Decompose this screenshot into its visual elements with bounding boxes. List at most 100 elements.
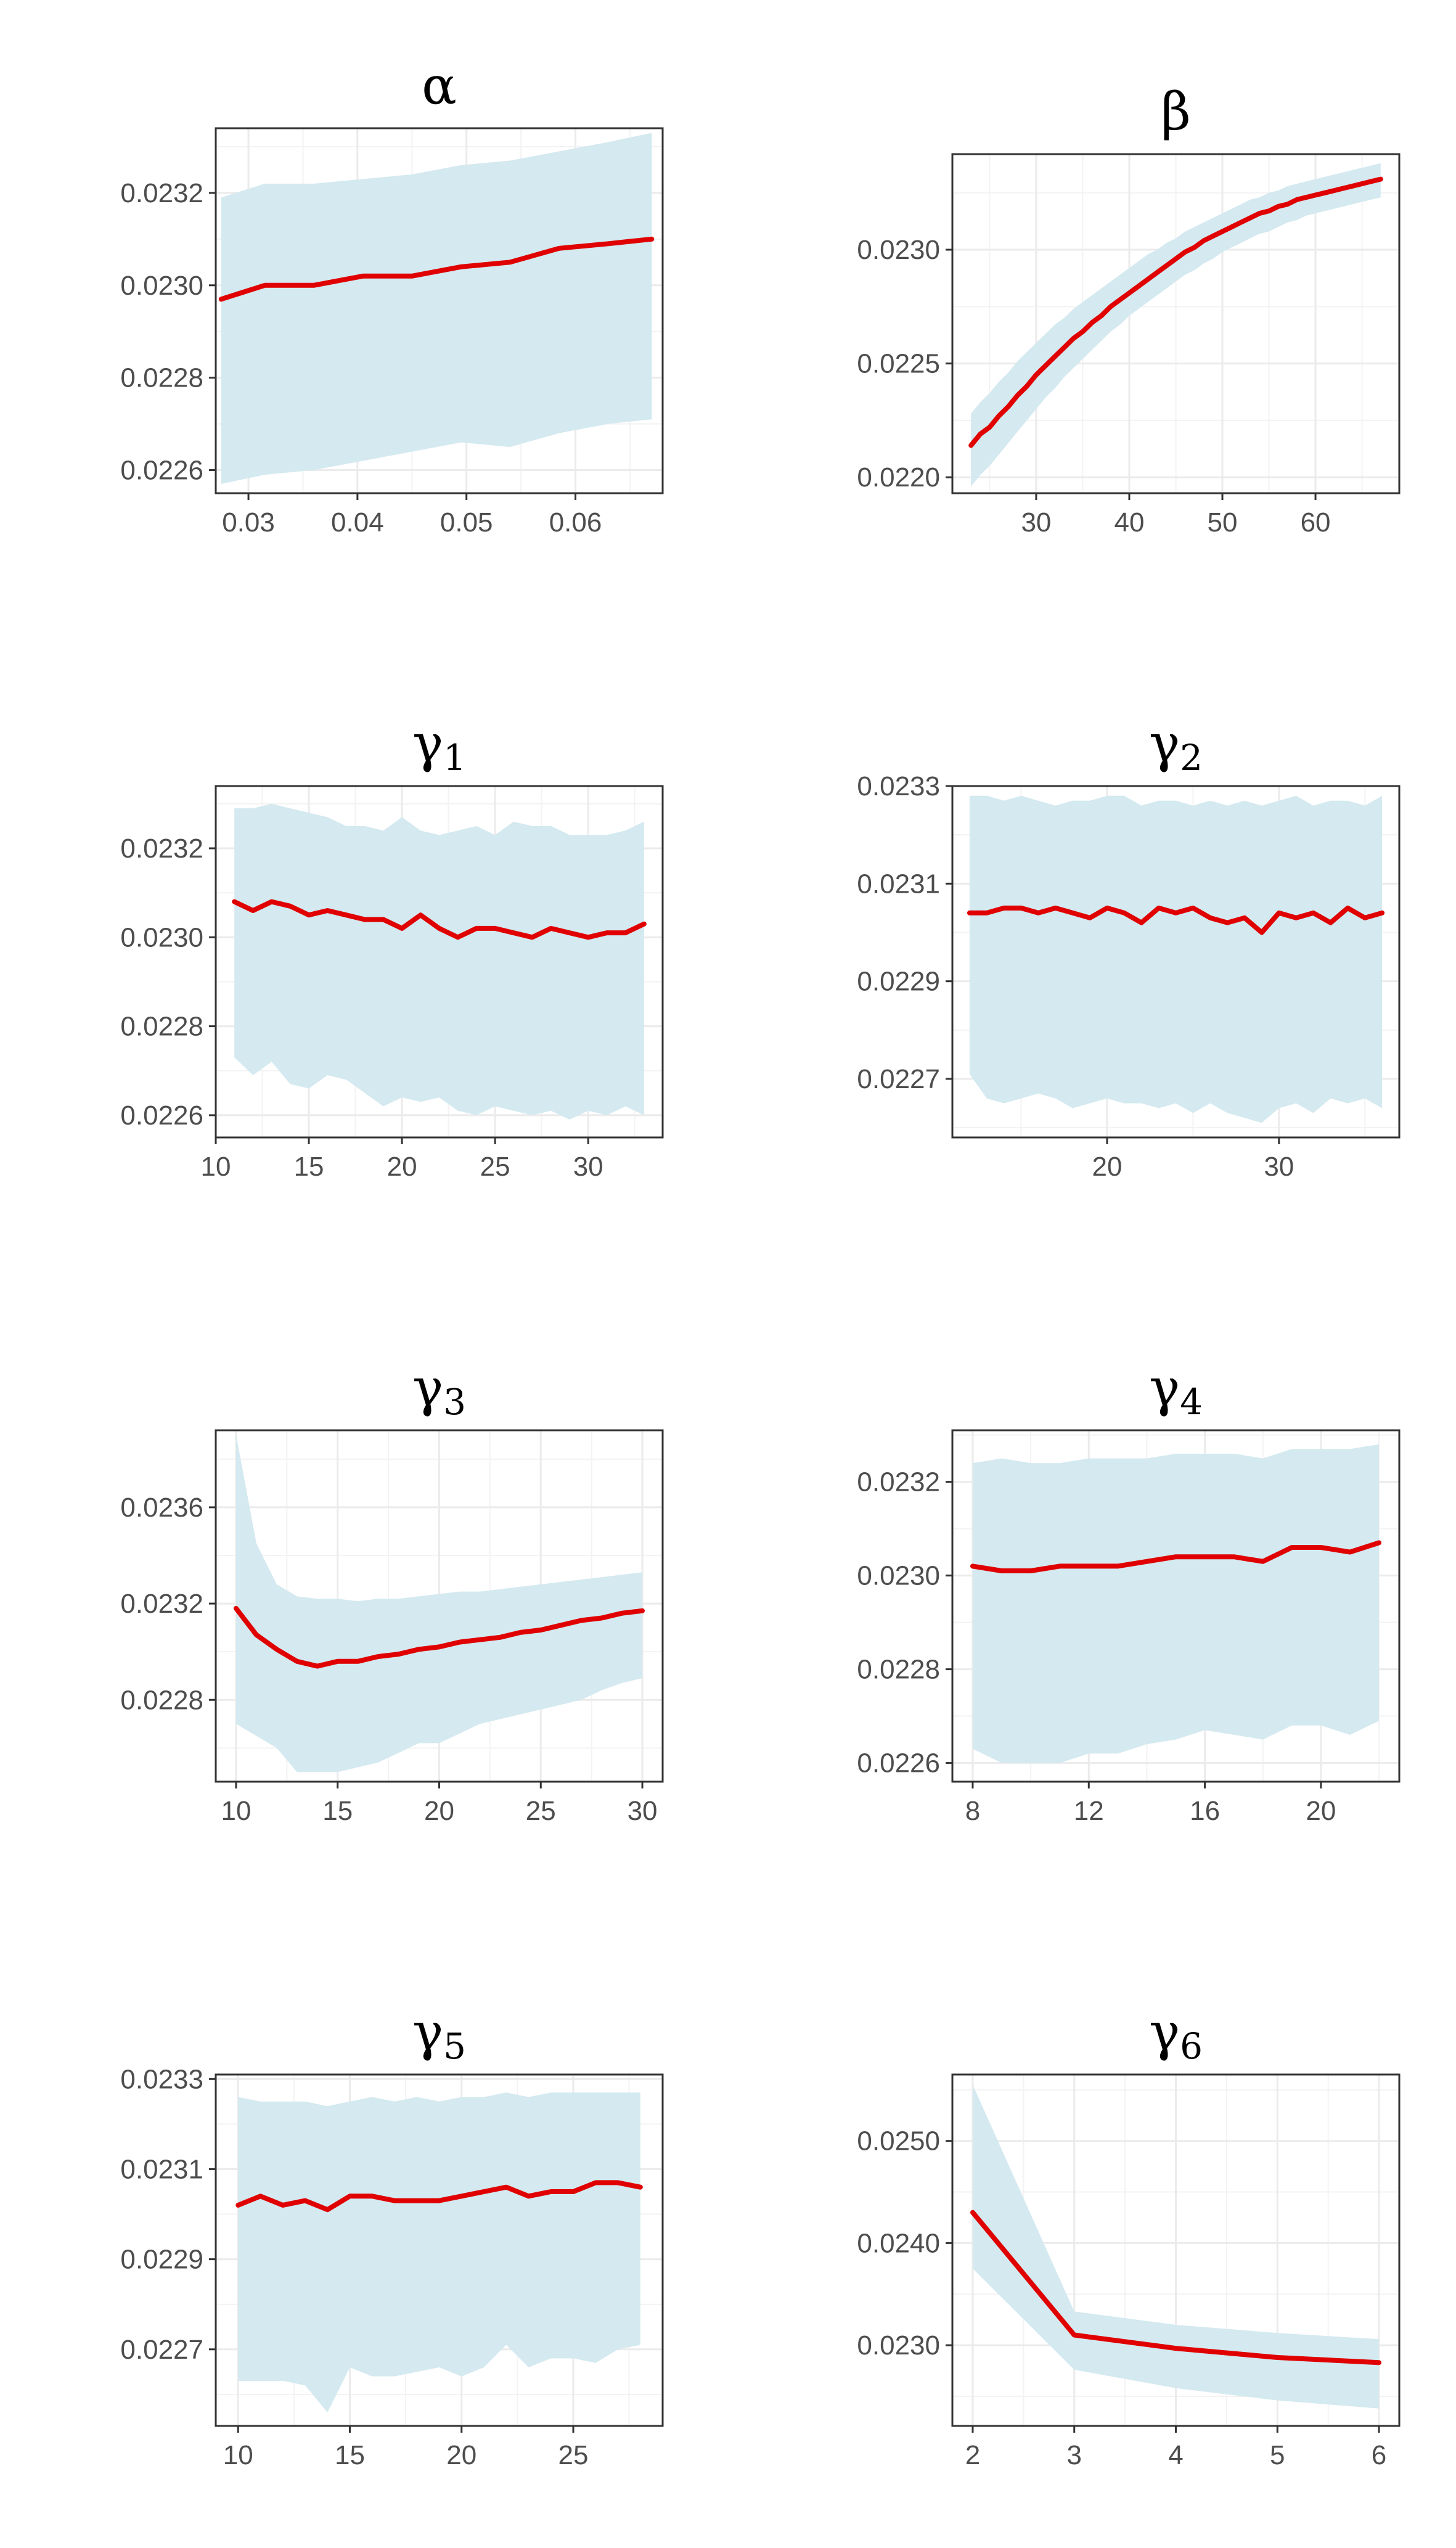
- estimate-point: [1233, 1555, 1235, 1558]
- estimate-point: [1261, 932, 1263, 933]
- estimate-point: [304, 2200, 306, 2202]
- estimate-point: [572, 2190, 575, 2193]
- estimate-point: [264, 284, 266, 287]
- estimate-point: [1175, 912, 1177, 914]
- estimate-point: [1128, 292, 1131, 294]
- x-tick-label: 0.04: [331, 507, 384, 538]
- estimate-point: [296, 1660, 298, 1663]
- estimate-point: [998, 415, 1000, 417]
- estimate-point: [460, 2195, 463, 2197]
- y-tick-label: 0.0227: [857, 1064, 940, 1094]
- chart-panel-4: 20 30 0.0227 0.0229 0.0231 0.0233 γ2: [857, 713, 1401, 1182]
- panel-title-symbol: γ: [412, 2002, 443, 2062]
- x-tick-label: 2: [965, 2440, 980, 2470]
- estimate-point: [326, 2208, 329, 2211]
- y-tick-label: 0.0229: [120, 2245, 203, 2275]
- estimate-point: [337, 1660, 339, 1663]
- y-tick-label: 0.0226: [120, 456, 203, 486]
- y-tick-label: 0.0232: [120, 178, 203, 208]
- estimate-point: [641, 1610, 644, 1612]
- y-tick-label: 0.0233: [857, 771, 940, 801]
- plot-border: [951, 153, 1401, 494]
- estimate-point: [1106, 907, 1108, 909]
- estimate-point: [1037, 912, 1039, 914]
- panel-title: γ5: [412, 2002, 466, 2067]
- x-tick-label: 20: [1092, 1152, 1122, 1182]
- x-tick-label: 25: [526, 1796, 556, 1826]
- estimate-point: [624, 932, 627, 934]
- estimate-point: [220, 298, 223, 300]
- estimate-point: [438, 2200, 440, 2202]
- panel-title-subscript: 2: [1180, 737, 1203, 779]
- panel-title: α: [422, 55, 457, 116]
- estimate-point: [438, 927, 440, 930]
- chart-panel-5: 10 15 20 25 30 0.0228 0.0232 0.0236 γ3: [120, 1358, 664, 1826]
- estimate-point: [1243, 917, 1246, 919]
- estimate-point: [607, 242, 610, 245]
- estimate-point: [419, 914, 422, 916]
- confidence-band: [971, 163, 1381, 486]
- estimate-point: [1147, 278, 1149, 281]
- estimate-point: [1000, 1570, 1003, 1572]
- estimate-point: [1035, 374, 1037, 376]
- estimate-point: [1054, 907, 1057, 909]
- estimate-point: [600, 1617, 603, 1619]
- estimate-point: [531, 936, 533, 938]
- estimate-point: [483, 2190, 485, 2193]
- panel-title: γ6: [1149, 2002, 1203, 2067]
- estimate-point: [512, 932, 515, 934]
- estimate-point: [1295, 917, 1298, 919]
- estimate-point: [1312, 912, 1315, 914]
- y-tick-label: 0.0227: [120, 2335, 203, 2365]
- y-tick-label: 0.0230: [120, 271, 203, 301]
- x-tick-label: 25: [558, 2440, 589, 2470]
- panel-title-symbol: γ: [1149, 1358, 1180, 1418]
- estimate-point: [594, 2181, 597, 2184]
- estimate-point: [1123, 912, 1126, 914]
- estimate-line: [218, 236, 655, 302]
- panel-title: γ3: [412, 1358, 466, 1423]
- panel-title-symbol: γ: [412, 713, 443, 774]
- panel-title-subscript: 3: [443, 1381, 466, 1423]
- panel-title-subscript: 4: [1180, 1381, 1203, 1423]
- plot-border: [951, 1429, 1401, 1783]
- x-tick-label: 15: [335, 2440, 365, 2470]
- estimate-point: [276, 1648, 278, 1650]
- confidence-band: [969, 795, 1383, 1123]
- confidence-band: [238, 2092, 640, 2413]
- x-tick-label: 30: [573, 1152, 603, 1182]
- estimate-point: [509, 261, 511, 263]
- x-tick-label: 20: [387, 1152, 417, 1182]
- estimate-point: [282, 2204, 284, 2206]
- estimate-point: [1323, 192, 1326, 194]
- y-tick-label: 0.0240: [857, 2228, 940, 2258]
- x-tick-label: 50: [1208, 507, 1238, 538]
- x-tick-label: 30: [628, 1796, 658, 1826]
- estimate-point: [587, 936, 589, 938]
- estimate-point: [1286, 203, 1289, 205]
- x-tick-label: 0.06: [549, 507, 602, 538]
- estimate-point: [1364, 917, 1366, 919]
- estimate-point: [1156, 271, 1158, 274]
- estimate-point: [550, 927, 552, 930]
- estimate-point: [364, 919, 366, 920]
- estimate-point: [617, 2181, 619, 2184]
- estimate-point: [1063, 346, 1065, 349]
- estimate-point: [371, 2195, 374, 2197]
- estimate-point: [457, 936, 459, 938]
- estimate-point: [459, 1641, 460, 1644]
- y-tick-label: 0.0229: [857, 967, 940, 997]
- estimate-point: [316, 1665, 319, 1668]
- chart-panel-7: 10 15 20 25 0.0227 0.0229 0.0231 0.0233 γ5: [120, 2002, 664, 2470]
- estimate-point: [1137, 285, 1140, 287]
- estimate-point: [377, 1655, 380, 1658]
- estimate-point: [235, 1607, 237, 1610]
- estimate-point: [550, 2190, 552, 2193]
- estimate-point: [1175, 258, 1177, 260]
- estimate-point: [1175, 2347, 1177, 2349]
- y-tick-label: 0.0230: [857, 1561, 940, 1591]
- estimate-point: [255, 1634, 258, 1636]
- x-tick-label: 12: [1074, 1796, 1104, 1826]
- estimate-point: [1333, 189, 1335, 192]
- plot-border: [215, 2073, 664, 2427]
